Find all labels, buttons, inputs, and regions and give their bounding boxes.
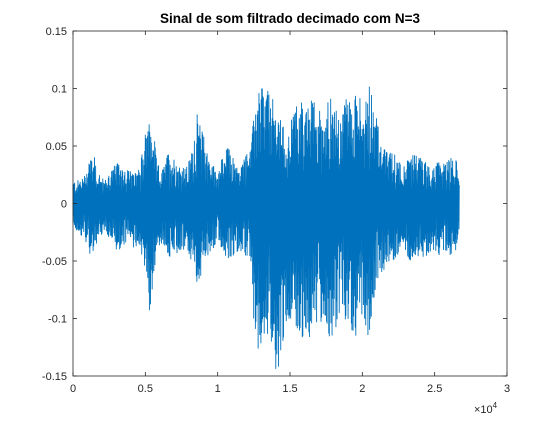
x-exponent-label: ×104 <box>474 401 498 416</box>
x-tick-label: 2.5 <box>427 383 442 395</box>
signal-series-line <box>72 86 460 369</box>
x-tick-label: 0 <box>70 383 76 395</box>
y-tick-label: -0.15 <box>42 371 67 383</box>
x-tick-label: 2 <box>359 383 365 395</box>
chart-title: Sinal de som filtrado decimado com N=3 <box>160 11 420 26</box>
signal-layer <box>72 86 460 369</box>
x-exponent-power: 4 <box>493 401 498 410</box>
x-tick-label: 1 <box>215 383 221 395</box>
y-tick-label: 0.1 <box>52 84 67 96</box>
y-tick-label: 0 <box>61 199 67 211</box>
x-exponent-base: ×10 <box>474 404 493 416</box>
y-tick-label: 0.15 <box>46 26 67 38</box>
x-tick-label: 1.5 <box>282 383 297 395</box>
y-tick-label: -0.05 <box>42 256 67 268</box>
y-tick-label: -0.1 <box>48 314 67 326</box>
ticks-layer: 0 0.5 1 1.5 2 2.5 3 -0.15 -0.1 -0.05 0 0.05 0.1 0.15 <box>42 26 510 395</box>
y-tick-label: 0.05 <box>46 141 67 153</box>
x-tick-label: 3 <box>504 383 510 395</box>
x-tick-label: 0.5 <box>138 383 153 395</box>
